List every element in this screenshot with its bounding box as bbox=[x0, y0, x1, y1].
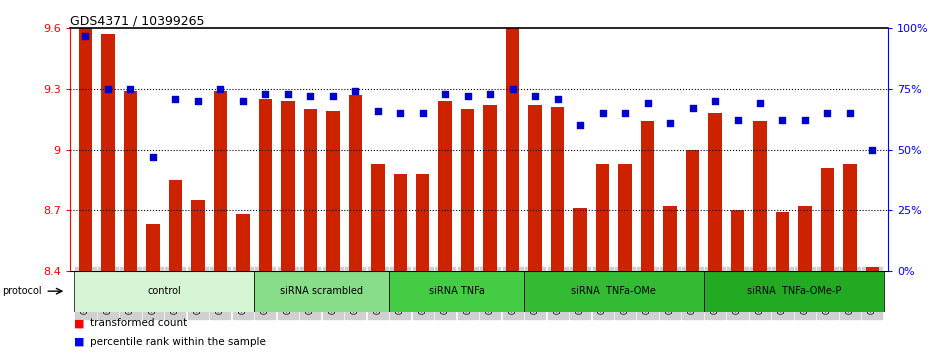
Bar bbox=[389, 271, 524, 312]
Bar bbox=[326, 111, 339, 271]
Bar bbox=[731, 210, 744, 271]
Point bbox=[168, 96, 183, 102]
Point bbox=[618, 110, 632, 116]
Text: control: control bbox=[147, 286, 181, 296]
Bar bbox=[574, 208, 587, 271]
Point bbox=[662, 120, 677, 126]
Point bbox=[416, 110, 431, 116]
Text: siRNA TNFa: siRNA TNFa bbox=[429, 286, 485, 296]
Bar bbox=[416, 174, 430, 271]
Point bbox=[730, 118, 745, 123]
Point bbox=[303, 93, 318, 99]
Point bbox=[438, 91, 453, 97]
Bar bbox=[281, 101, 295, 271]
Point bbox=[213, 86, 228, 92]
Point bbox=[123, 86, 138, 92]
Bar bbox=[79, 28, 92, 271]
Text: ■: ■ bbox=[74, 337, 85, 347]
Point bbox=[551, 96, 565, 102]
Text: percentile rank within the sample: percentile rank within the sample bbox=[90, 337, 266, 347]
Bar bbox=[704, 271, 884, 312]
Point bbox=[191, 98, 206, 104]
Point bbox=[326, 93, 340, 99]
Point bbox=[798, 118, 813, 123]
Point bbox=[685, 105, 700, 111]
Bar bbox=[461, 109, 474, 271]
Bar bbox=[303, 109, 317, 271]
Text: siRNA  TNFa-OMe-P: siRNA TNFa-OMe-P bbox=[747, 286, 841, 296]
Bar bbox=[101, 34, 114, 271]
Point bbox=[595, 110, 610, 116]
Text: siRNA scrambled: siRNA scrambled bbox=[280, 286, 363, 296]
Point bbox=[483, 91, 498, 97]
Text: ■: ■ bbox=[74, 318, 85, 329]
Bar bbox=[259, 99, 272, 271]
Bar bbox=[438, 101, 452, 271]
Text: GDS4371 / 10399265: GDS4371 / 10399265 bbox=[70, 14, 205, 27]
Bar bbox=[214, 91, 227, 271]
Point bbox=[370, 108, 385, 114]
Point bbox=[752, 101, 767, 106]
Bar bbox=[798, 206, 812, 271]
Bar bbox=[753, 121, 766, 271]
Text: protocol: protocol bbox=[2, 286, 42, 296]
Bar bbox=[776, 212, 790, 271]
Bar bbox=[685, 149, 699, 271]
Bar bbox=[844, 164, 857, 271]
Bar bbox=[254, 271, 389, 312]
Bar bbox=[371, 164, 384, 271]
Point bbox=[775, 118, 790, 123]
Point bbox=[708, 98, 723, 104]
Point bbox=[100, 86, 115, 92]
Point bbox=[820, 110, 835, 116]
Point bbox=[281, 91, 296, 97]
Point bbox=[348, 88, 363, 94]
Bar bbox=[663, 206, 677, 271]
Bar bbox=[820, 168, 834, 271]
Bar bbox=[168, 180, 182, 271]
Point bbox=[865, 147, 880, 152]
Text: siRNA  TNFa-OMe: siRNA TNFa-OMe bbox=[571, 286, 657, 296]
Bar bbox=[506, 28, 520, 271]
Bar bbox=[484, 105, 497, 271]
Bar bbox=[236, 214, 249, 271]
Bar bbox=[146, 224, 160, 271]
Point bbox=[527, 93, 542, 99]
Bar bbox=[551, 107, 565, 271]
Bar bbox=[393, 174, 407, 271]
Bar bbox=[349, 95, 362, 271]
Bar bbox=[124, 91, 138, 271]
Bar bbox=[596, 164, 609, 271]
Point bbox=[640, 101, 655, 106]
Bar bbox=[74, 271, 254, 312]
Point bbox=[843, 110, 857, 116]
Point bbox=[460, 93, 475, 99]
Point bbox=[392, 110, 407, 116]
Text: transformed count: transformed count bbox=[90, 318, 188, 329]
Bar bbox=[709, 113, 722, 271]
Bar bbox=[866, 267, 879, 271]
Point bbox=[145, 154, 160, 160]
Bar bbox=[524, 271, 704, 312]
Point bbox=[235, 98, 250, 104]
Bar bbox=[618, 164, 631, 271]
Point bbox=[573, 122, 588, 128]
Point bbox=[505, 86, 520, 92]
Bar bbox=[192, 200, 205, 271]
Bar bbox=[528, 105, 542, 271]
Point bbox=[258, 91, 272, 97]
Point bbox=[78, 33, 93, 39]
Bar bbox=[641, 121, 655, 271]
